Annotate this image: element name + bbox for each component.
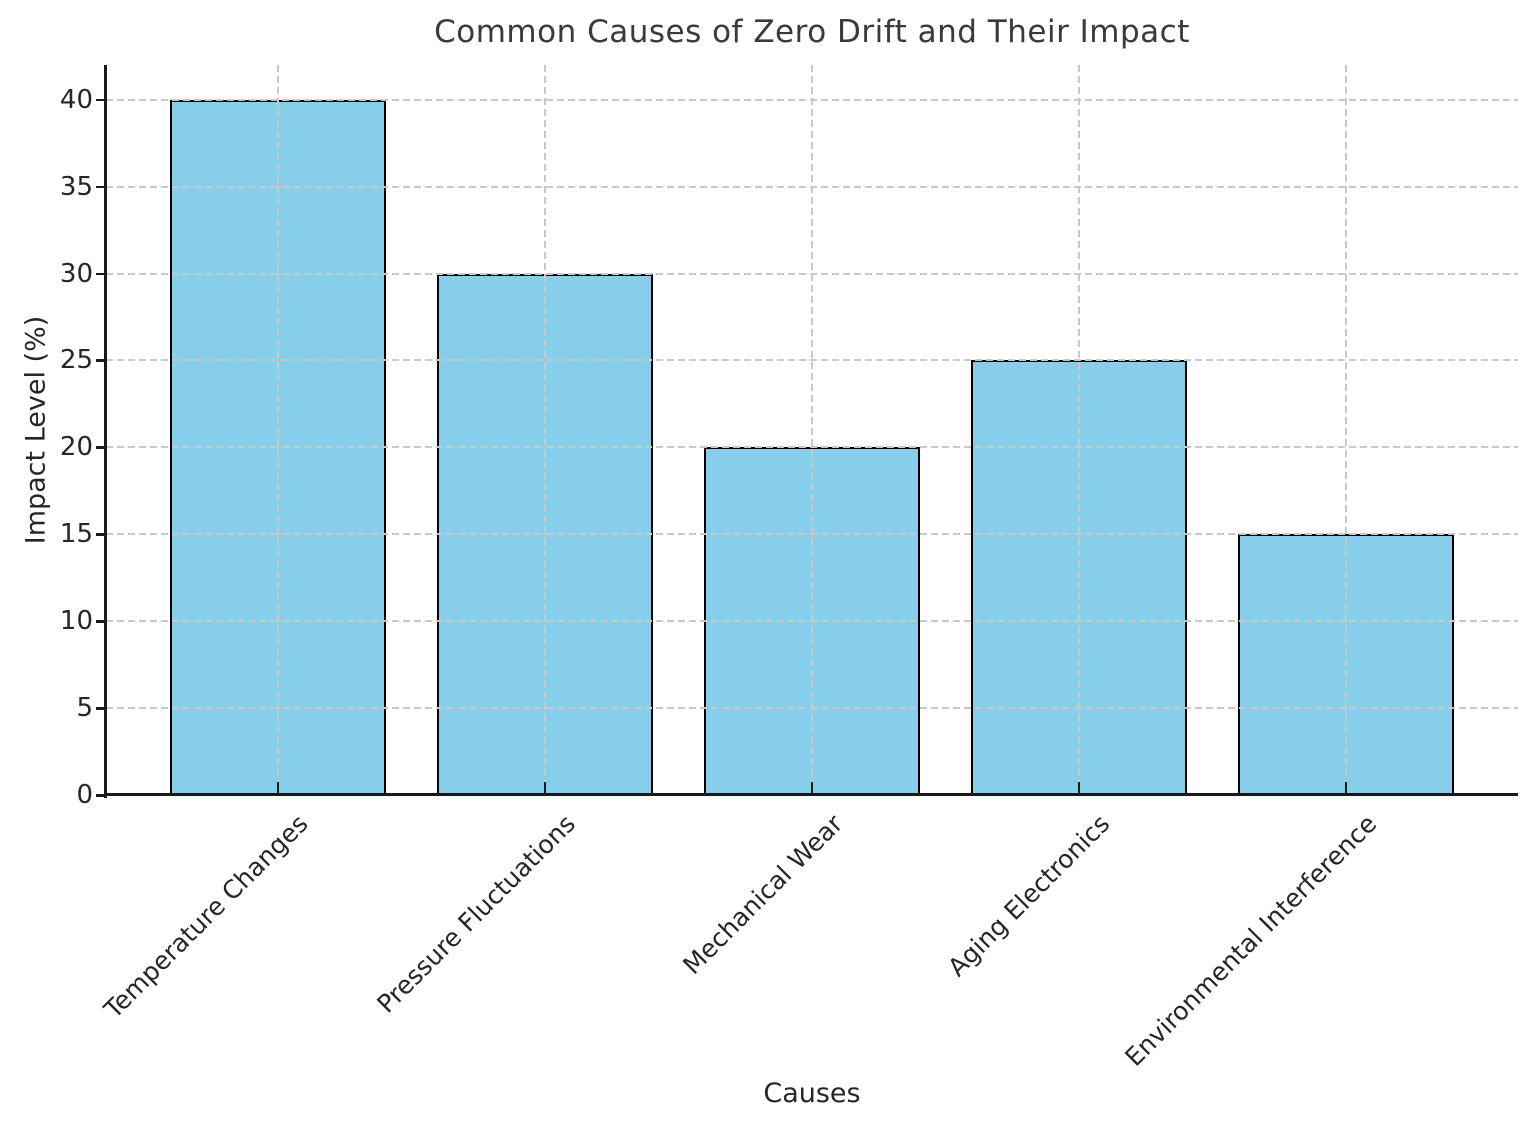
x-tick-2 — [543, 782, 546, 795]
v-gridline-1 — [276, 65, 279, 795]
y-tick-label-25: 25 — [59, 345, 93, 376]
y-tick-label-30: 30 — [59, 258, 93, 289]
x-tick-label-2: Pressure Fluctuations — [371, 809, 582, 1019]
y-tick-15 — [96, 533, 106, 536]
y-tick-label-40: 40 — [59, 84, 93, 115]
x-axis-spine — [104, 793, 1518, 796]
chart-title: Common Causes of Zero Drift and Their Im… — [434, 14, 1190, 50]
y-tick-5 — [96, 707, 106, 710]
y-tick-40 — [96, 98, 106, 102]
x-tick-1 — [276, 782, 279, 795]
y-tick-label-20: 20 — [59, 432, 93, 463]
y-tick-0 — [96, 794, 106, 797]
x-tick-3 — [810, 782, 813, 795]
x-axis-label: Causes — [763, 1078, 861, 1109]
v-gridline-5 — [1344, 65, 1347, 795]
y-tick-10 — [96, 620, 106, 623]
y-tick-label-5: 5 — [76, 693, 93, 724]
x-tick-label-1: Temperature Changes — [99, 809, 315, 1025]
y-axis-spine — [104, 65, 107, 798]
y-tick-25 — [96, 359, 106, 362]
y-tick-label-0: 0 — [76, 780, 93, 810]
x-tick-label-5: Environmental Interference — [1119, 809, 1383, 1072]
y-tick-35 — [96, 185, 106, 189]
v-gridline-4 — [1077, 65, 1080, 795]
v-gridline-3 — [810, 65, 813, 795]
y-tick-20 — [96, 446, 106, 449]
y-tick-label-15: 15 — [59, 519, 93, 550]
v-gridline-2 — [543, 65, 546, 795]
y-tick-label-10: 10 — [59, 606, 93, 637]
x-tick-4 — [1077, 782, 1080, 795]
y-tick-label-35: 35 — [59, 171, 93, 202]
x-tick-5 — [1344, 782, 1347, 795]
x-tick-label-3: Mechanical Wear — [676, 809, 849, 981]
x-tick-label-4: Aging Electronics — [941, 809, 1116, 983]
y-tick-30 — [96, 272, 106, 276]
